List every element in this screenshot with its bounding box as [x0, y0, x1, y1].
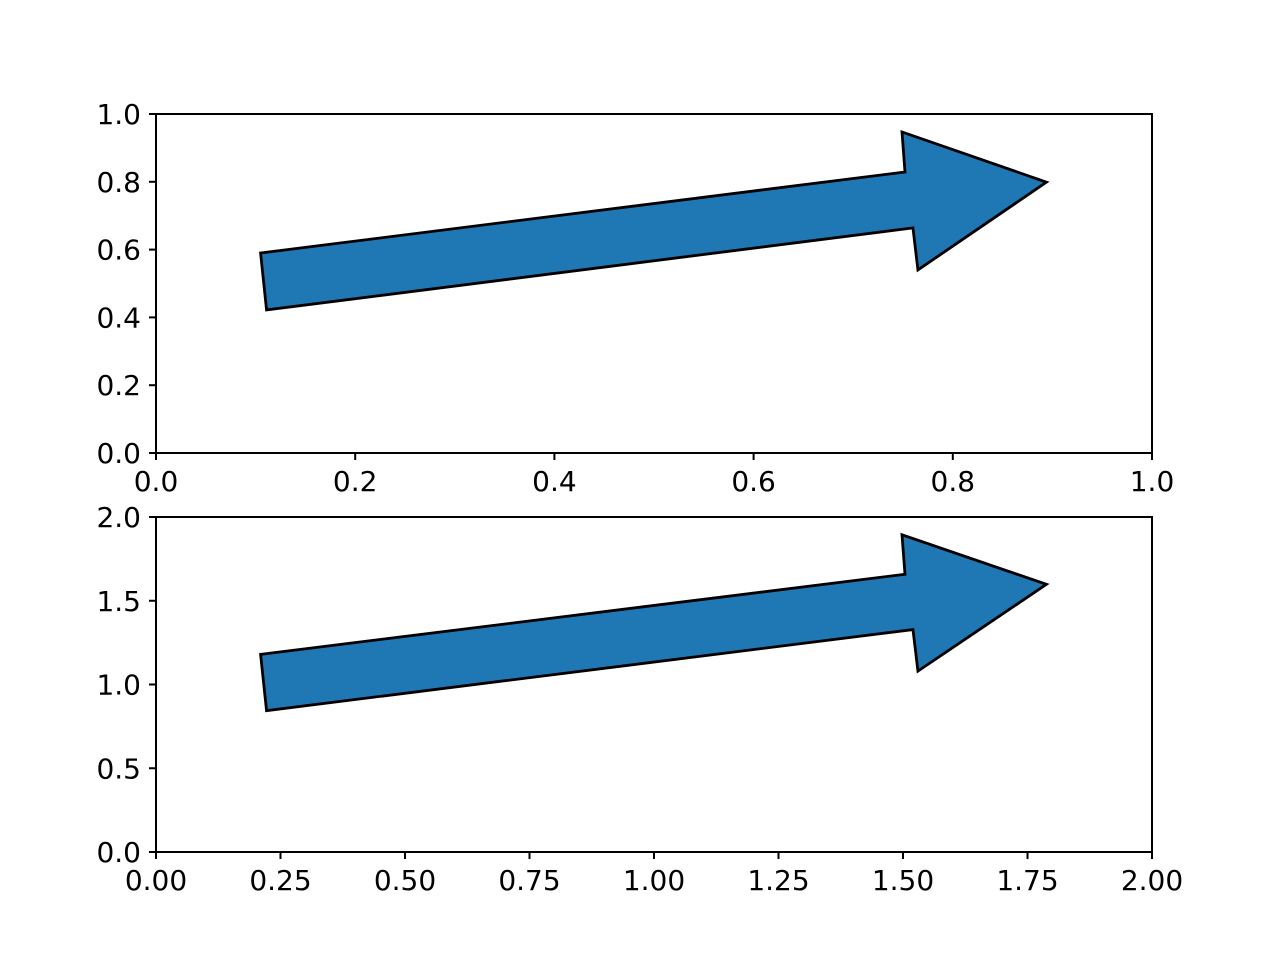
y-tick-label: 0.6 — [96, 234, 141, 267]
y-tick-label: 0.0 — [96, 836, 141, 869]
x-tick-label: 1.0 — [1130, 465, 1175, 498]
fancy-arrow — [259, 129, 1050, 312]
y-tick-label: 1.0 — [96, 669, 141, 702]
x-tick-label: 0.75 — [498, 864, 560, 897]
x-tick-label: 0.25 — [249, 864, 311, 897]
x-tick-label: 0.50 — [374, 864, 436, 897]
y-tick-label: 0.8 — [96, 166, 141, 199]
subplot-1: 0.0 0.2 0.4 0.6 0.8 1.0 0.0 0.2 0.4 0.6 0.8 1.0 — [96, 98, 1174, 498]
subplot-2: 0.00 0.25 0.50 0.75 1.00 1.25 1.50 1.75 2.00 0.0 0… — [96, 501, 1183, 897]
x-tick-label: 1.25 — [747, 864, 809, 897]
y-tick-label: 0.2 — [96, 369, 141, 402]
y-tick-label: 0.0 — [96, 437, 141, 470]
x-tick-label: 0.00 — [125, 864, 187, 897]
x-tick-label: 0.2 — [333, 465, 378, 498]
x-tick-label: 0.4 — [532, 465, 577, 498]
x-tick-label: 0.8 — [931, 465, 976, 498]
fancy-arrow — [259, 532, 1050, 713]
y-tick-label: 0.4 — [96, 301, 141, 334]
x-tick-label: 1.00 — [623, 864, 685, 897]
x-tick-label: 2.00 — [1121, 864, 1183, 897]
y-tick-label: 2.0 — [96, 501, 141, 534]
axes-border — [155, 113, 1153, 454]
y-tick-label: 0.5 — [96, 752, 141, 785]
y-tick-label: 1.0 — [96, 98, 141, 131]
x-tick-label: 0.0 — [134, 465, 179, 498]
y-tick-label: 1.5 — [96, 585, 141, 618]
x-tick-label: 0.6 — [731, 465, 776, 498]
x-tick-label: 1.50 — [872, 864, 934, 897]
x-tick-label: 1.75 — [996, 864, 1058, 897]
